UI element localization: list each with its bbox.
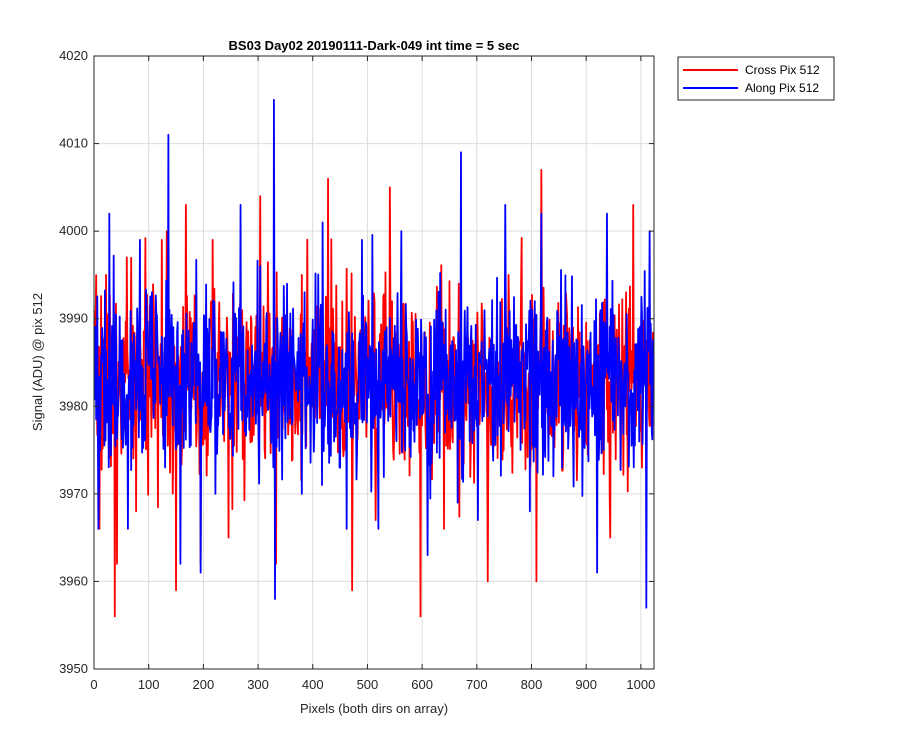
axes-box <box>93 55 655 670</box>
x-tick-label: 800 <box>521 677 543 692</box>
y-tick-labels: 3950 3960 3970 3980 3990 4000 4010 4020 <box>59 48 88 676</box>
chart-title: BS03 Day02 20190111-Dark-049 int time = … <box>229 38 520 53</box>
legend-label-cross-pix: Cross Pix 512 <box>745 63 820 77</box>
y-axis-label: Signal (ADU) @ pix 512 <box>30 293 45 431</box>
series-layer <box>94 98 654 618</box>
plot-area: 0 100 200 300 400 500 600 700 800 900 1000 3950 396… <box>59 48 655 692</box>
y-tick-label: 3960 <box>59 573 88 588</box>
x-tick-label: 1000 <box>626 677 655 692</box>
y-tick-label: 4000 <box>59 223 88 238</box>
x-tick-label: 900 <box>575 677 597 692</box>
y-tick-label: 3970 <box>59 486 88 501</box>
x-axis-label: Pixels (both dirs on array) <box>300 701 448 716</box>
y-tick-label: 4020 <box>59 48 88 63</box>
y-tick-label: 3950 <box>59 661 88 676</box>
tick-marks <box>93 55 654 670</box>
series-line-1 <box>94 98 654 609</box>
y-tick-label: 3980 <box>59 398 88 413</box>
legend-label-along-pix: Along Pix 512 <box>745 81 819 95</box>
x-tick-label: 200 <box>193 677 215 692</box>
x-tick-label: 400 <box>302 677 324 692</box>
x-tick-label: 300 <box>247 677 269 692</box>
x-tick-label: 600 <box>411 677 433 692</box>
x-tick-label: 0 <box>90 677 97 692</box>
legend-box <box>677 56 835 101</box>
y-tick-label: 4010 <box>59 136 88 151</box>
y-tick-label: 3990 <box>59 311 88 326</box>
x-tick-label: 700 <box>466 677 488 692</box>
legend: Cross Pix 512 Along Pix 512 <box>677 56 835 101</box>
x-tick-label: 100 <box>138 677 160 692</box>
x-tick-label: 500 <box>357 677 379 692</box>
x-tick-labels: 0 100 200 300 400 500 600 700 800 900 1000 <box>90 677 655 692</box>
